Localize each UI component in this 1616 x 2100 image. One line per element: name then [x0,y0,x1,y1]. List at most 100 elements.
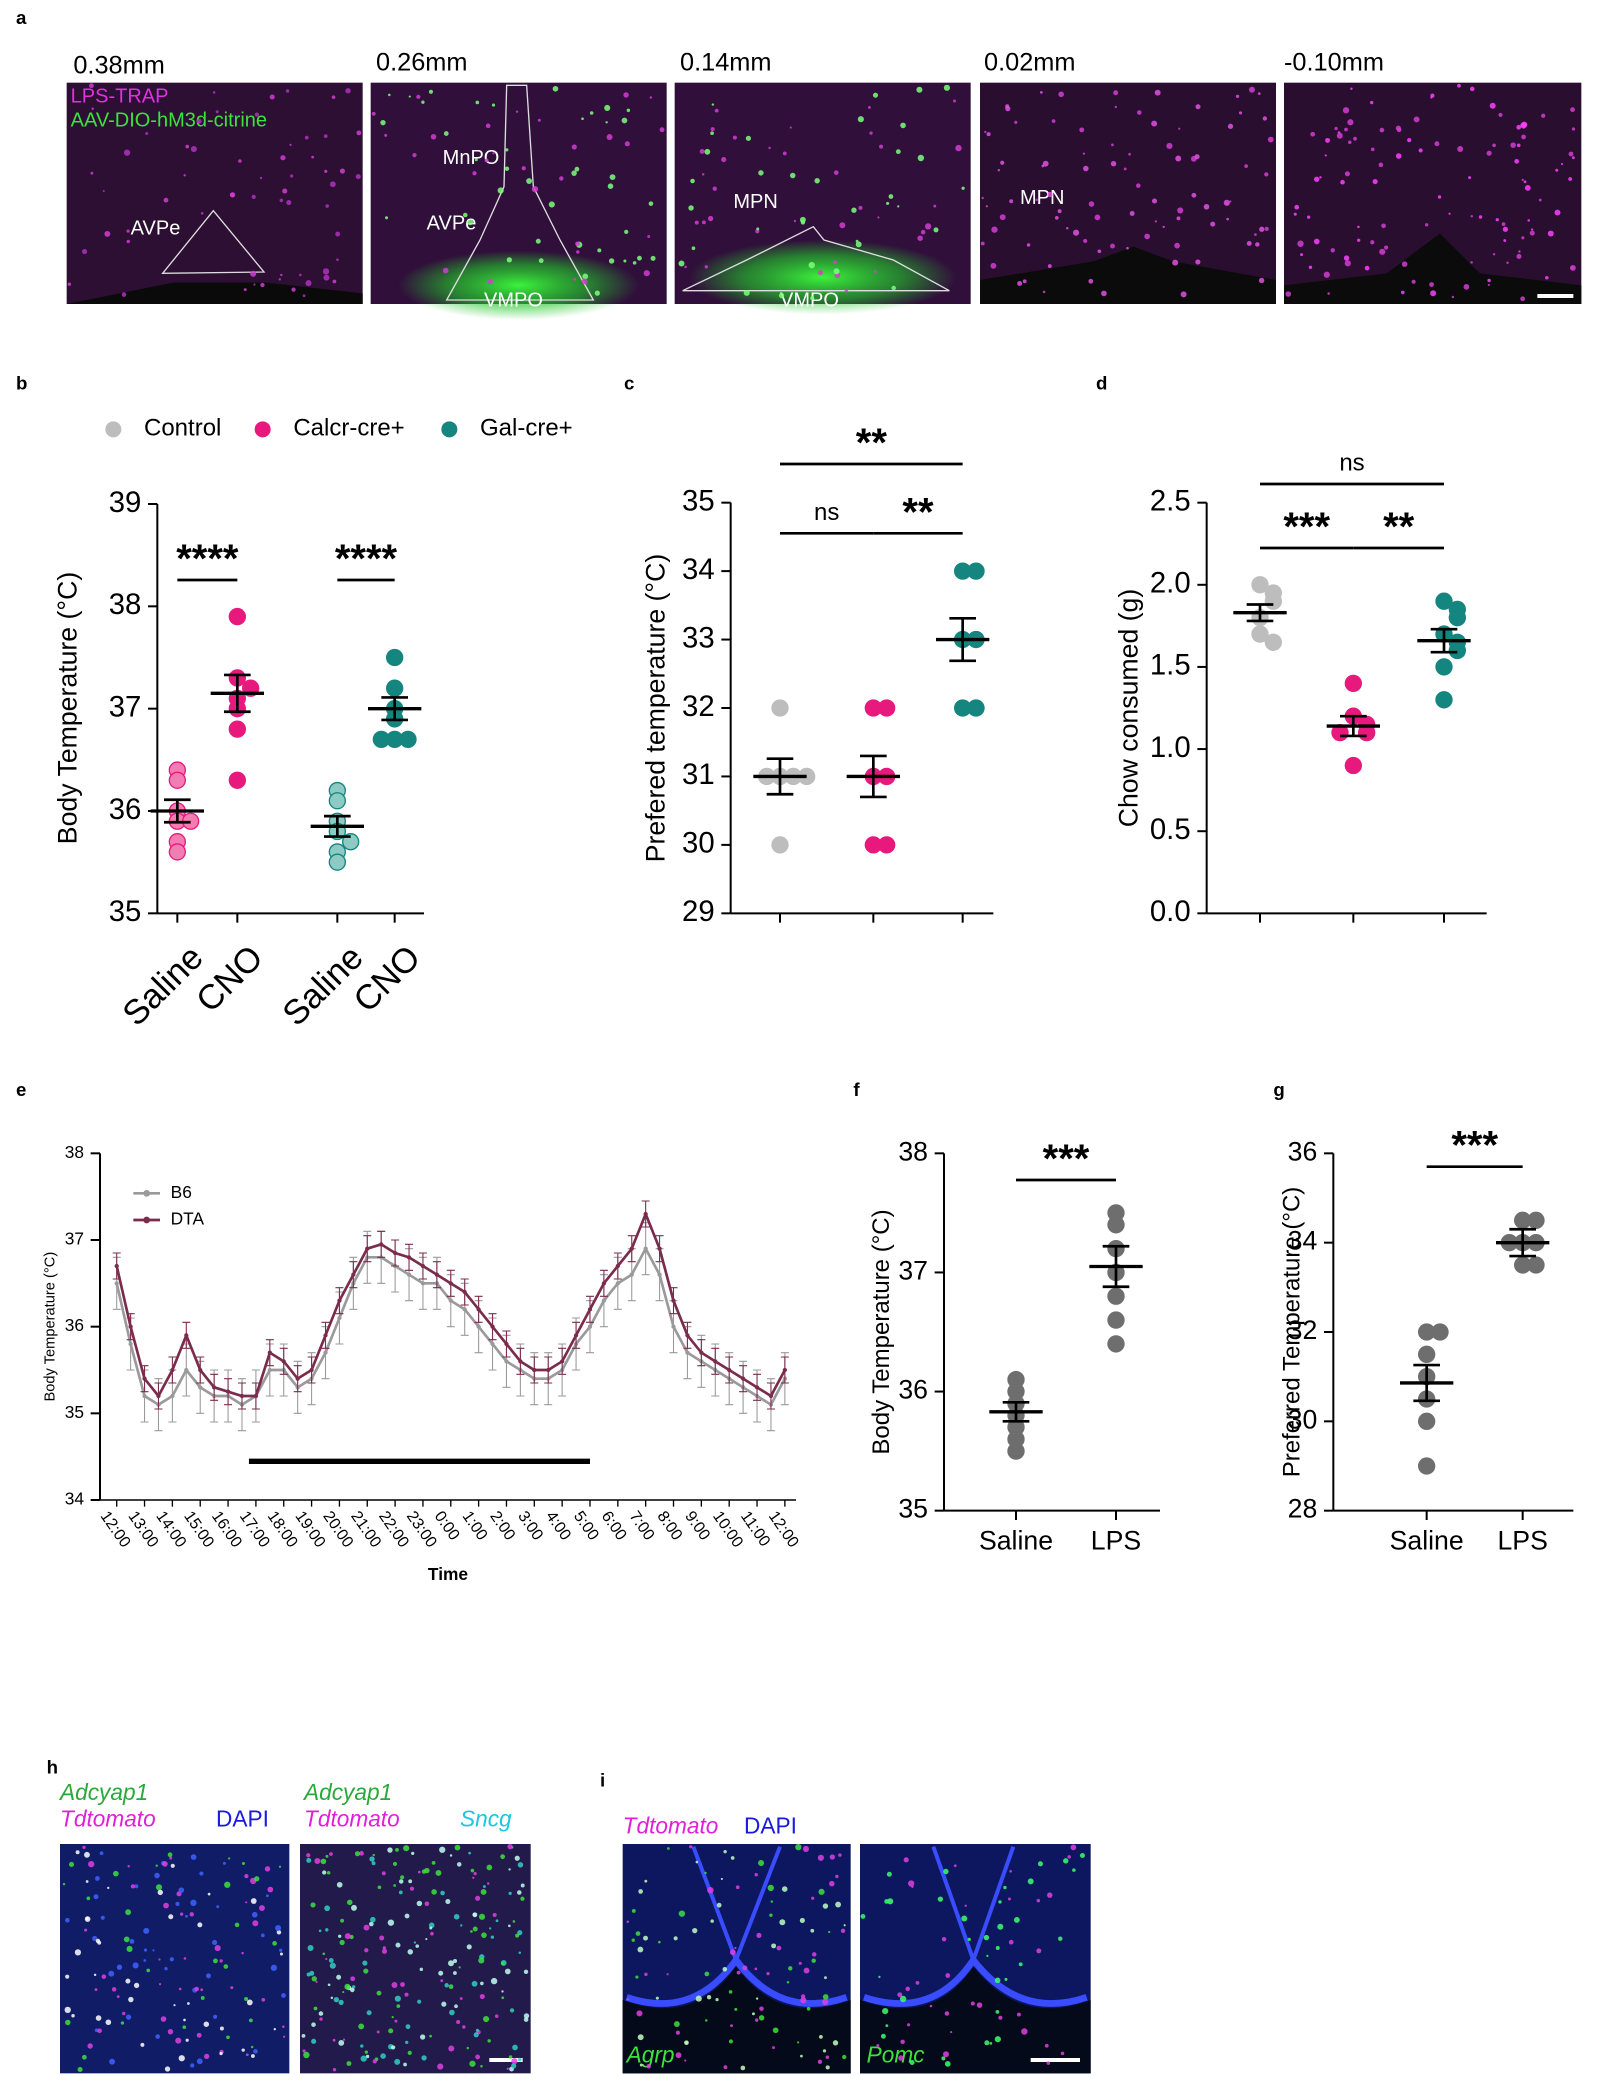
cell [481,1932,487,1939]
cell [475,2028,479,2032]
cell [1313,176,1320,182]
cell [929,2004,933,2008]
cell [675,2030,680,2035]
cell [1195,104,1201,110]
cell [751,2012,755,2016]
cell [303,2051,310,2059]
cell [429,1926,433,1930]
error-bar [224,673,251,714]
data-point [771,836,789,854]
cell [183,1957,187,1960]
y-axis-label: Body Temperature (°C) [868,1209,895,1454]
cell [995,2009,1000,2014]
cell [441,2001,447,2007]
cell [800,2054,803,2058]
cell [302,2049,306,2053]
cell [241,2048,245,2052]
cell [1027,1878,1034,1885]
cell [1151,120,1158,127]
cell [523,2013,530,2019]
cell [828,1930,831,1934]
y-tick-label: 35 [65,1402,84,1422]
cell [810,296,815,301]
y-tick-label: 38 [898,1136,928,1166]
signal-glow [398,250,639,320]
cell [356,130,362,136]
cell [643,270,650,277]
cell [1047,1892,1053,1898]
cell [607,183,614,189]
data-point [212,1385,217,1390]
cell [997,1923,1004,1930]
cell [1492,253,1496,256]
cell [372,1853,375,1857]
cell [304,135,309,140]
cell [571,170,577,176]
legend-marker [143,1190,150,1197]
cell [289,143,292,146]
cell [998,1900,1002,1904]
cell [900,122,906,129]
cell [829,1854,835,1860]
data-point [643,1211,648,1217]
cell [473,2032,479,2038]
cell [372,2059,377,2064]
cell [318,1929,322,1933]
y-axis-label: Body Temperature (°C) [43,1252,59,1402]
data-point [573,1333,579,1338]
cell [291,287,296,292]
cell [443,131,449,136]
cell [175,1901,180,1906]
cell [646,2064,651,2069]
cell [97,2028,102,2034]
cell [105,2019,112,2026]
cell [770,1900,774,1903]
cell [158,1983,162,1986]
y-tick-label: 2.0 [1150,567,1191,600]
cell [501,1990,504,1993]
cell [1372,178,1378,185]
cell [453,1971,457,1975]
cell [67,282,72,286]
cell [475,100,480,105]
cell [997,169,1001,172]
cell [251,1911,258,1918]
cell [359,1851,364,1856]
cell [964,1904,967,1907]
cell [1000,160,1005,165]
cell [387,1847,393,1853]
cell [490,1935,495,1939]
cell [448,2045,455,2052]
cell [1238,111,1243,115]
data-point [420,1263,426,1269]
y-tick-label: 1.5 [1150,649,1191,682]
data-point [281,1359,286,1364]
cell [624,229,629,234]
cell [526,178,533,184]
cell [623,92,629,98]
cell [487,2039,491,2043]
cell [1178,127,1181,130]
cell [480,2064,483,2068]
cell [822,1998,829,2006]
cell [248,2018,253,2023]
cell [1514,159,1520,164]
cell [272,1941,277,1946]
error-bar [949,617,976,663]
cell [983,1934,990,1941]
cell [207,1892,211,1896]
cell [491,103,496,107]
cell [145,131,149,135]
data-point [1107,1335,1125,1353]
cell [779,1919,786,1926]
cell [1203,203,1210,210]
x-tick-label: 9:00 [681,1508,713,1543]
cell [330,1996,334,2000]
cell [732,135,737,140]
cell [991,226,998,233]
cell [1502,226,1509,232]
cell [891,285,896,291]
x-tick-label: CNO [189,938,270,1019]
cell [116,1995,120,1999]
cell [1051,119,1056,123]
